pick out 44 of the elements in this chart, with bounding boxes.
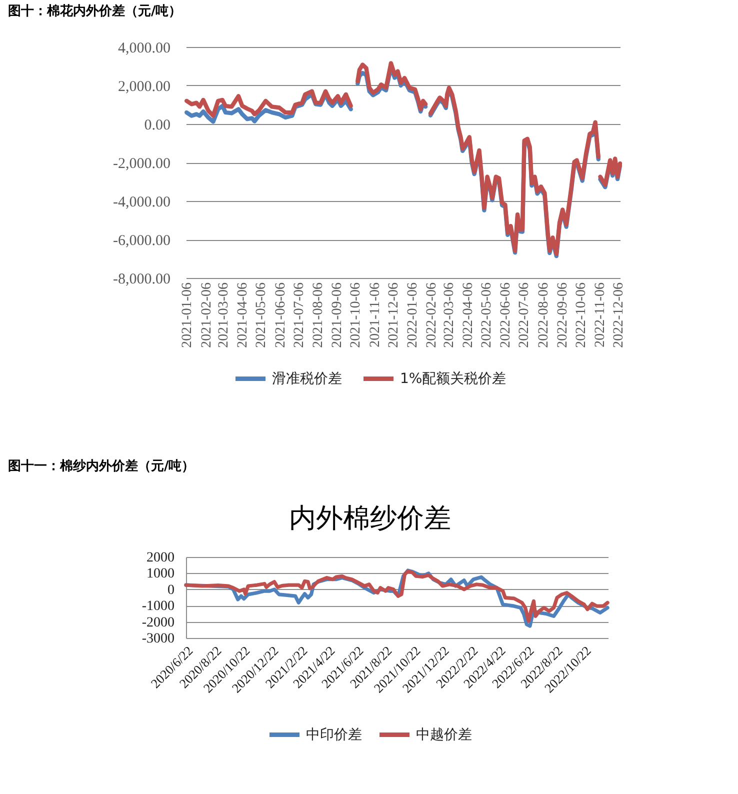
- x-tick-label: 2022-08-06: [536, 282, 552, 348]
- x-tick-label: 2022-12-06: [612, 282, 627, 348]
- x-tick-label: 2021-11-06: [368, 282, 383, 348]
- x-tick-label: 2022-05-06: [480, 282, 495, 348]
- legend-label: 中印价差: [306, 726, 362, 743]
- y-tick-label: 1000: [146, 566, 174, 582]
- x-tick-label: 2021-03-06: [216, 282, 232, 348]
- x-tick-label: 2022-02-06: [424, 282, 440, 348]
- x-tick-label: 2022-04-06: [461, 282, 476, 348]
- x-tick-label: 2022-10-06: [574, 282, 589, 348]
- legend-label: 1%配额关税价差: [400, 370, 506, 387]
- y-tick-label: -2,000.00: [113, 156, 170, 172]
- y-tick-label: 2,000.00: [118, 79, 170, 95]
- legend-label: 滑准税价差: [272, 370, 342, 387]
- x-tick-label: 2021-09-06: [330, 282, 346, 348]
- y-tick-label: -4,000.00: [113, 194, 170, 210]
- x-tick-label: 2022-03-06: [442, 282, 457, 348]
- x-tick-label: 2022-06-06: [498, 282, 514, 348]
- x-tick-label: 2021-05-06: [254, 282, 270, 348]
- x-tick-label: 2021-02-06: [199, 282, 214, 348]
- x-tick-label: 2021-12-06: [386, 282, 402, 348]
- y-tick-label: 0.00: [144, 118, 170, 134]
- y-tick-label: -3000: [142, 632, 174, 646]
- y-tick-label: 0: [168, 582, 174, 598]
- y-tick-label: 4,000.00: [118, 40, 170, 56]
- x-tick-label: 2021-01-06: [180, 282, 196, 348]
- x-tick-label: 2022-11-06: [593, 282, 608, 348]
- y-tick-label: 2000: [146, 550, 174, 566]
- x-tick-label: 2021-10-06: [348, 282, 364, 348]
- chart-title: 图十一：棉纱内外价差（元/吨）: [8, 459, 195, 474]
- x-tick-label: 2021-04-06: [236, 282, 251, 348]
- y-tick-label: -8,000.00: [113, 272, 170, 288]
- chart-subtitle: 内外棉纱价差: [289, 503, 451, 534]
- chart-title: 图十：棉花内外价差（元/吨）: [8, 4, 182, 19]
- x-tick-label: 2021-06-06: [273, 282, 288, 348]
- x-tick-label: 2022-07-06: [517, 282, 532, 348]
- y-tick-label: -1000: [142, 599, 174, 614]
- legend-label: 中越价差: [416, 726, 472, 743]
- y-tick-label: -2000: [142, 615, 174, 630]
- y-tick-label: -6,000.00: [113, 233, 170, 249]
- x-tick-label: 2022-01-06: [405, 282, 420, 348]
- x-tick-label: 2021-07-06: [292, 282, 307, 348]
- x-tick-label: 2022-09-06: [555, 282, 570, 348]
- x-tick-label: 2021-08-06: [310, 282, 326, 348]
